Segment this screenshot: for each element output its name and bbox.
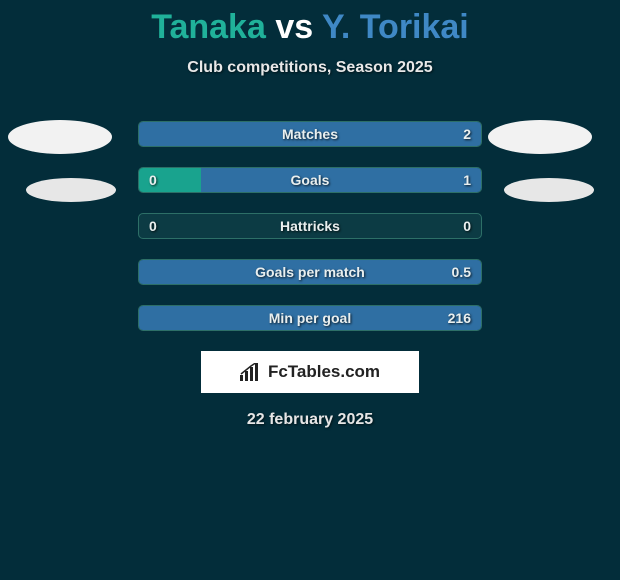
player2-avatar-shadow: [504, 178, 594, 202]
stat-label: Hattricks: [139, 214, 481, 239]
logo-text: FcTables.com: [268, 362, 380, 382]
player1-avatar-shadow: [26, 178, 116, 202]
stat-value-right: 1: [463, 168, 471, 193]
player1-avatar: [8, 120, 112, 154]
subtitle: Club competitions, Season 2025: [0, 59, 620, 77]
stat-value-right: 0.5: [452, 260, 471, 285]
stat-label: Matches: [139, 122, 481, 147]
comparison-card: Tanaka vs Y. Torikai Club competitions, …: [0, 0, 620, 580]
chart-icon: [240, 363, 262, 381]
logo-box: FcTables.com: [201, 351, 419, 393]
vs-text: vs: [275, 8, 313, 46]
stat-row: 0Goals1: [138, 167, 482, 193]
date-text: 22 february 2025: [0, 411, 620, 429]
stat-row: Goals per match0.5: [138, 259, 482, 285]
player1-name: Tanaka: [151, 8, 266, 46]
stat-value-right: 2: [463, 122, 471, 147]
stat-value-right: 0: [463, 214, 471, 239]
stat-row: Min per goal216: [138, 305, 482, 331]
stat-row: Matches2: [138, 121, 482, 147]
stat-label: Goals per match: [139, 260, 481, 285]
page-title: Tanaka vs Y. Torikai: [0, 0, 620, 47]
player2-avatar: [488, 120, 592, 154]
stat-value-right: 216: [448, 306, 471, 331]
player2-name: Y. Torikai: [322, 8, 469, 46]
stat-row: 0Hattricks0: [138, 213, 482, 239]
stat-label: Goals: [139, 168, 481, 193]
stat-label: Min per goal: [139, 306, 481, 331]
